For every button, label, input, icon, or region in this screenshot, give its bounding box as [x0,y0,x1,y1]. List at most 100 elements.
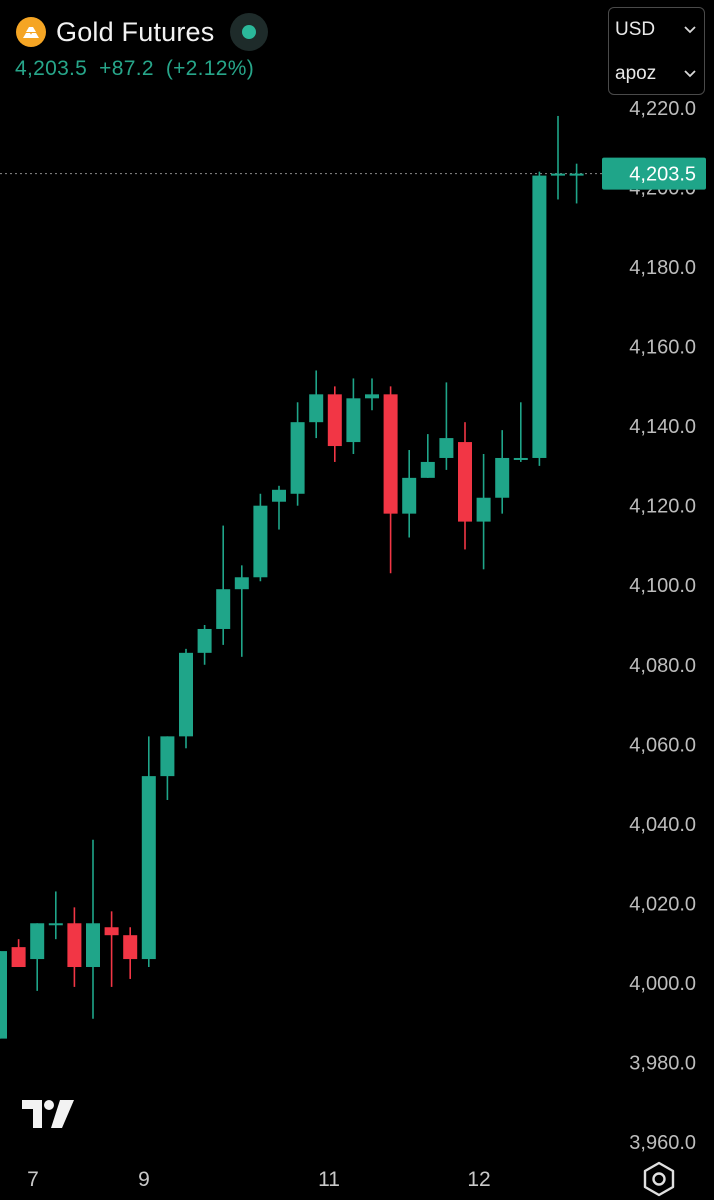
chevron-down-icon [684,70,696,78]
price-change-percent: (+2.12%) [165,57,255,80]
candle [160,736,175,800]
unit-value: apoz [615,63,657,84]
candle-body [141,776,156,960]
candle [30,923,45,991]
candle [476,453,491,570]
candle-body [272,489,286,502]
candle-body [309,394,324,423]
candle-body [11,947,26,968]
price-axis-tick-label: 4,160.0 [629,337,696,359]
candle-body [48,923,63,926]
price-change: +87.2 [99,57,154,80]
candle-body [420,461,435,478]
candles [0,115,584,1039]
candle-body [327,394,342,447]
candle [402,450,417,538]
last-price-tag-background [602,157,706,190]
candle [197,625,212,665]
candle [48,891,63,940]
candle-body [0,951,7,1039]
candle [309,370,324,439]
candle-body [253,505,268,578]
candle-body [495,457,510,498]
price-axis-tick-label: 4,040.0 [629,814,696,836]
price-axis-tick-label: 3,980.0 [629,1052,696,1074]
candle-body [383,394,398,514]
candle-body [532,175,547,458]
price-axis-tick-label: 4,120.0 [629,496,696,518]
candle [551,115,565,200]
market-open-dot-icon [242,25,257,39]
candle [383,386,398,574]
candle-body [160,736,175,777]
candle-body [346,398,361,443]
candle-body [67,923,82,968]
candle [179,648,193,749]
last-price: 4,203.5 [15,57,88,80]
candle-body [551,173,565,176]
candle [0,951,7,1039]
candle-body [476,497,491,522]
candle-body [30,923,45,960]
candle-body [513,457,528,460]
symbol-header[interactable]: Gold Futures [16,12,269,52]
gold-bars-icon [16,17,46,47]
currency-unit-selector: USD apoz [608,7,705,95]
time-axis-tick-label: 12 [467,1168,490,1191]
price-axis-tick-label: 4,060.0 [629,734,696,756]
candle [290,402,305,506]
candle [234,565,249,657]
candle [346,378,361,454]
candle-body [104,927,119,936]
candle-body [179,652,193,737]
candle [439,382,454,470]
time-axis-tick-label: 7 [27,1168,39,1191]
price-axis-tick-label: 4,000.0 [629,973,696,995]
candle [11,939,26,968]
candle [216,525,231,645]
price-axis[interactable]: 4,220.04,200.04,180.04,160.04,140.04,120… [629,98,696,1154]
currency-value: USD [615,19,656,40]
candle [253,493,268,582]
candle-body [569,173,584,176]
candle-body [216,589,231,629]
price-axis-tick-label: 4,020.0 [629,893,696,915]
candle-body [234,577,249,590]
market-status-indicator[interactable] [230,13,269,51]
candle-body [197,628,212,653]
candle [141,736,156,968]
quote-row: 4,203.5 +87.2 (+2.12%) [15,57,254,81]
candle [532,171,547,466]
chevron-down-icon [684,26,696,34]
time-axis[interactable]: 7 9 11 12 [27,1168,491,1191]
price-axis-tick-label: 3,960.0 [629,1132,696,1154]
settings-hexagon-icon[interactable] [640,1160,678,1198]
candle-body [123,935,138,960]
candle [104,911,119,987]
symbol-name[interactable]: Gold Futures [56,16,215,47]
candle [420,434,435,478]
candle-body [365,394,379,399]
candle [327,386,342,462]
candle-body [86,923,100,968]
candle [365,378,379,411]
candle [123,927,138,979]
tradingview-logo-icon[interactable] [20,1096,76,1132]
candle [513,402,528,462]
last-price-tag: 4,203.5 [602,157,706,190]
price-axis-tick-label: 4,100.0 [629,575,696,597]
time-axis-tick-label: 9 [138,1168,150,1191]
candle [569,163,584,204]
time-axis-tick-label: 11 [318,1168,340,1191]
price-axis-tick-label: 4,180.0 [629,257,696,279]
unit-dropdown[interactable]: apoz [609,59,704,89]
candle-body [439,438,454,458]
candle-body [402,477,417,514]
candle [67,907,82,987]
price-axis-tick-label: 4,080.0 [629,655,696,677]
candle-body [290,422,305,494]
candle [495,430,510,514]
currency-dropdown[interactable]: USD [609,15,704,45]
candle [86,839,100,1019]
